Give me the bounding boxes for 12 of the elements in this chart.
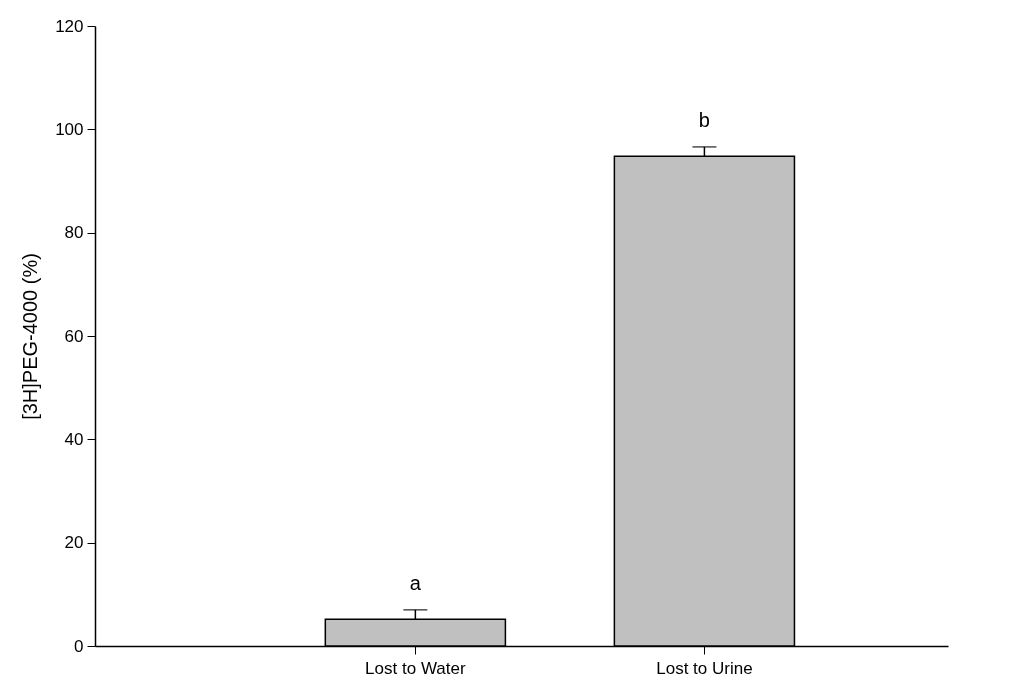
y-tick-label: 0 xyxy=(74,636,84,656)
y-tick-label: 40 xyxy=(64,429,84,449)
annotation: a xyxy=(409,571,422,594)
annotation: b xyxy=(698,108,710,131)
y-axis-title: [3H]PEG-4000 (%) xyxy=(19,253,42,420)
y-tick-label: 100 xyxy=(55,119,84,139)
x-tick-label: Lost to Urine xyxy=(656,658,753,678)
y-tick-label: 60 xyxy=(64,326,84,346)
y-tick-label: 80 xyxy=(64,223,84,243)
y-tick-label: 20 xyxy=(64,533,84,553)
x-tick-label: Lost to Water xyxy=(365,658,466,678)
y-tick-label: 120 xyxy=(55,16,84,36)
